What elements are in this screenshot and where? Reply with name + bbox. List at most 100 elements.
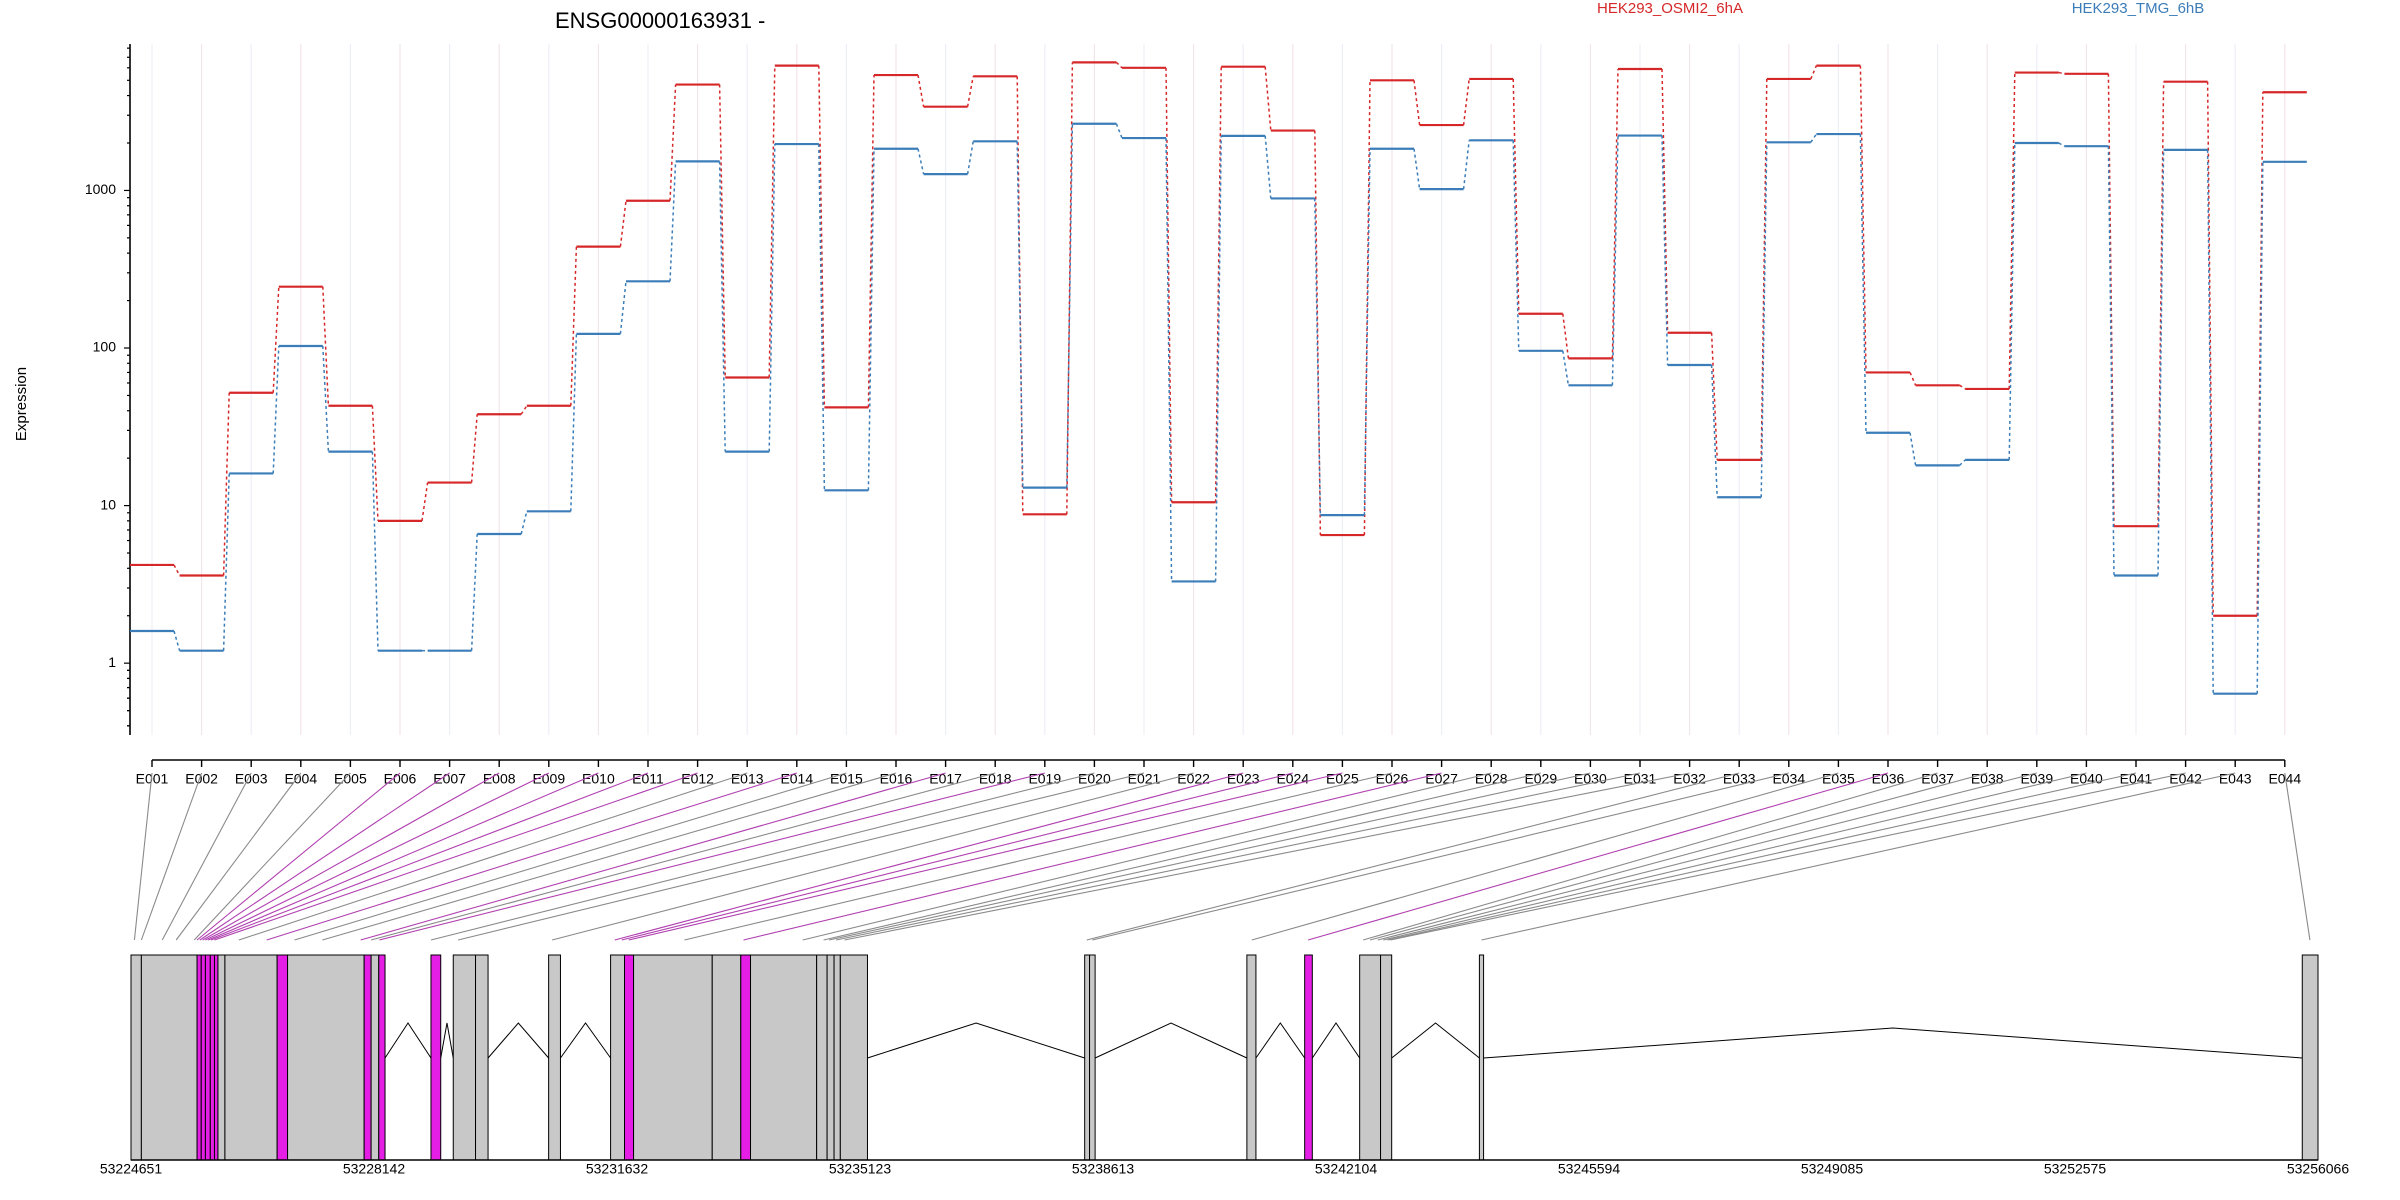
link-E041 [1387, 772, 2137, 941]
series-1-connector [322, 286, 330, 406]
series-2-connector [2256, 161, 2264, 694]
series-1-connector [1363, 80, 1371, 536]
series-2-connector [669, 161, 677, 282]
link-E034 [1092, 772, 1789, 941]
link-E031 [836, 772, 1641, 941]
y-tick-label: 1000 [85, 181, 116, 197]
link-E007 [199, 772, 450, 941]
x-tick-label-E035: E035 [1822, 771, 1855, 787]
link-E036 [1307, 772, 1889, 941]
intron-2 [440, 1022, 454, 1059]
exon-box-E025 [816, 954, 828, 1161]
link-E002 [140, 772, 203, 941]
x-tick-label-E013: E013 [731, 771, 764, 787]
link-E022 [551, 772, 1194, 941]
series-2-connector [818, 144, 826, 491]
series-1-connector [2157, 81, 2165, 527]
genomic-tick-label: 53235123 [829, 1161, 892, 1177]
series-1-connector [2058, 71, 2065, 75]
x-tick-label-E018: E018 [979, 771, 1012, 787]
exon-box-E012 [363, 954, 372, 1161]
series-2-connector [173, 630, 181, 651]
exon-box-E019 [610, 954, 626, 1161]
genomic-tick-label: 53249085 [1801, 1161, 1864, 1177]
x-tick-label-E023: E023 [1227, 771, 1260, 787]
series-1-connector [966, 76, 974, 107]
link-E005 [193, 772, 351, 941]
series-2-connector [917, 148, 925, 175]
series-2-connector [867, 148, 875, 491]
genomic-tick-label: 53245594 [1558, 1161, 1621, 1177]
link-E037 [1362, 772, 1938, 941]
series-1-connector [570, 246, 578, 406]
link-E013 [238, 772, 748, 941]
x-axis: E001 E002 E003 E004 E005 E006 E007 E008 E009 E010… [136, 759, 2301, 787]
intron-3 [487, 1022, 550, 1059]
x-tick-label-E022: E022 [1177, 771, 1210, 787]
series-1 [130, 61, 2307, 617]
x-tick-label-E010: E010 [582, 771, 615, 787]
intron-7 [1255, 1022, 1306, 1059]
genomic-tick-label: 53231632 [586, 1161, 649, 1177]
exon-box-E033 [1359, 954, 1382, 1161]
series-1-connector [173, 564, 181, 576]
x-tick-label-E009: E009 [532, 771, 565, 787]
series-2-connector [1661, 135, 1669, 366]
series-1-connector [669, 84, 677, 201]
link-E006 [196, 772, 401, 941]
series-2-connector [1314, 198, 1322, 516]
series-2-connector [1760, 142, 1768, 498]
series-2-connector [470, 533, 478, 651]
series-2-connector [619, 281, 627, 334]
x-tick-label-E036: E036 [1872, 771, 1905, 787]
series-2-connector [1066, 123, 1074, 488]
x-tick-label-E016: E016 [880, 771, 913, 787]
exon-box-E023 [740, 954, 752, 1161]
exon-box-E007 [213, 954, 219, 1161]
link-E027 [743, 772, 1442, 941]
series-2-connector [1016, 141, 1024, 488]
series-2-connector [2157, 149, 2165, 576]
x-tick-label-E041: E041 [2120, 771, 2153, 787]
link-E030 [829, 772, 1591, 941]
series-2-connector [2107, 146, 2115, 576]
intron-5 [867, 1022, 1085, 1059]
link-E017 [360, 772, 946, 941]
link-E015 [294, 772, 847, 941]
series-1-connector [1661, 68, 1669, 333]
x-tick-label-E002: E002 [185, 771, 218, 787]
link-E023 [614, 772, 1244, 941]
link-E040 [1383, 772, 2087, 941]
series-1-connector [1264, 66, 1272, 131]
x-tick-label-E007: E007 [433, 771, 466, 787]
exon-box-E018 [548, 954, 561, 1161]
link-E019 [379, 772, 1045, 941]
series-1-connector [1959, 384, 1966, 390]
exon-box-E026 [826, 954, 835, 1161]
link-E010 [207, 772, 599, 941]
series-lines [130, 61, 2307, 695]
series-1-connector [1760, 78, 1768, 460]
link-E026 [684, 772, 1393, 941]
series-1-connector [371, 405, 379, 521]
series-2-connector [2058, 142, 2065, 147]
exon-box-E015 [430, 954, 442, 1161]
series-2-connector [1710, 364, 1718, 498]
series-1-connector [917, 74, 925, 107]
link-E021 [457, 772, 1145, 941]
link-E003 [161, 772, 252, 941]
series-2-connector [2008, 143, 2016, 460]
exon-box-E016 [452, 954, 477, 1161]
exon-box-E032 [1304, 954, 1313, 1161]
genomic-tick-label: 53224651 [100, 1161, 163, 1177]
x-tick-label-E017: E017 [929, 771, 962, 787]
series-1-connector [520, 405, 528, 415]
exon-box-E021 [633, 954, 713, 1161]
series-2 [130, 122, 2307, 695]
x-tick-label-E004: E004 [284, 771, 317, 787]
series-1-connector [1214, 66, 1222, 503]
intron-6 [1094, 1022, 1248, 1059]
series-1-connector [421, 482, 429, 521]
series-1-connector [222, 392, 230, 576]
